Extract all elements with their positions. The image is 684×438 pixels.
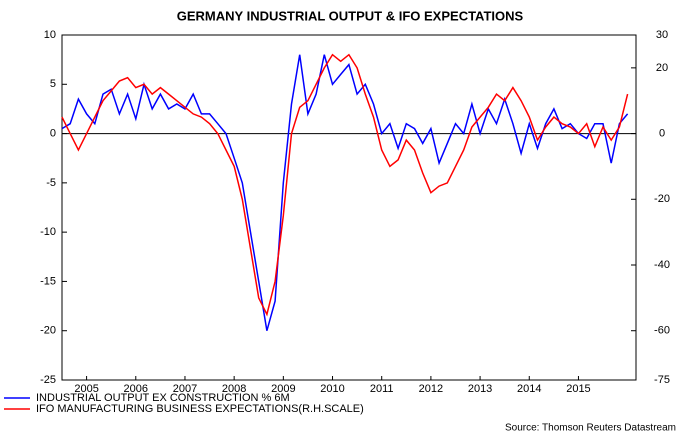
plot-frame — [61, 34, 637, 381]
y-tick-label: -20 — [40, 325, 56, 337]
y2-tick-label: -60 — [654, 325, 670, 337]
x-tick-label: 2015 — [566, 383, 590, 395]
y2-tick-label: 30 — [656, 29, 668, 41]
source-note: Source: Thomson Reuters Datastream — [505, 423, 676, 434]
x-tick-label: 2014 — [517, 383, 541, 395]
y-tick-label: -5 — [46, 177, 56, 189]
chart-title: GERMANY INDUSTRIAL OUTPUT & IFO EXPECTAT… — [177, 8, 524, 23]
x-tick-label: 2009 — [271, 383, 295, 395]
x-tick-label: 2010 — [320, 383, 344, 395]
x-tick-label: 2008 — [222, 383, 246, 395]
y2-tick-label: -75 — [654, 374, 670, 386]
y2-tick-label: 20 — [656, 62, 668, 74]
x-tick-label: 2005 — [74, 383, 98, 395]
x-tick-label: 2006 — [124, 383, 148, 395]
y-tick-label: -10 — [40, 226, 56, 238]
y2-tick-label: -40 — [654, 259, 670, 271]
y2-tick-label: -20 — [654, 193, 670, 205]
x-tick-label: 2011 — [370, 383, 394, 395]
series-line — [61, 53, 629, 317]
y-tick-label: 5 — [50, 78, 56, 90]
y-tick-label: 10 — [44, 29, 56, 41]
series-line — [61, 54, 629, 331]
y-tick-label: -15 — [40, 275, 56, 287]
x-tick-label: 2007 — [173, 383, 197, 395]
legend-label: IFO MANUFACTURING BUSINESS EXPECTATIONS(… — [36, 403, 364, 415]
y2-tick-label: 0 — [659, 127, 665, 139]
legend-label: INDUSTRIAL OUTPUT EX CONSTRUCTION % 6M — [36, 392, 290, 404]
y-tick-label: 0 — [50, 127, 56, 139]
x-tick-label: 2013 — [468, 383, 492, 395]
y-tick-label: -25 — [40, 374, 56, 386]
x-tick-label: 2012 — [419, 383, 443, 395]
